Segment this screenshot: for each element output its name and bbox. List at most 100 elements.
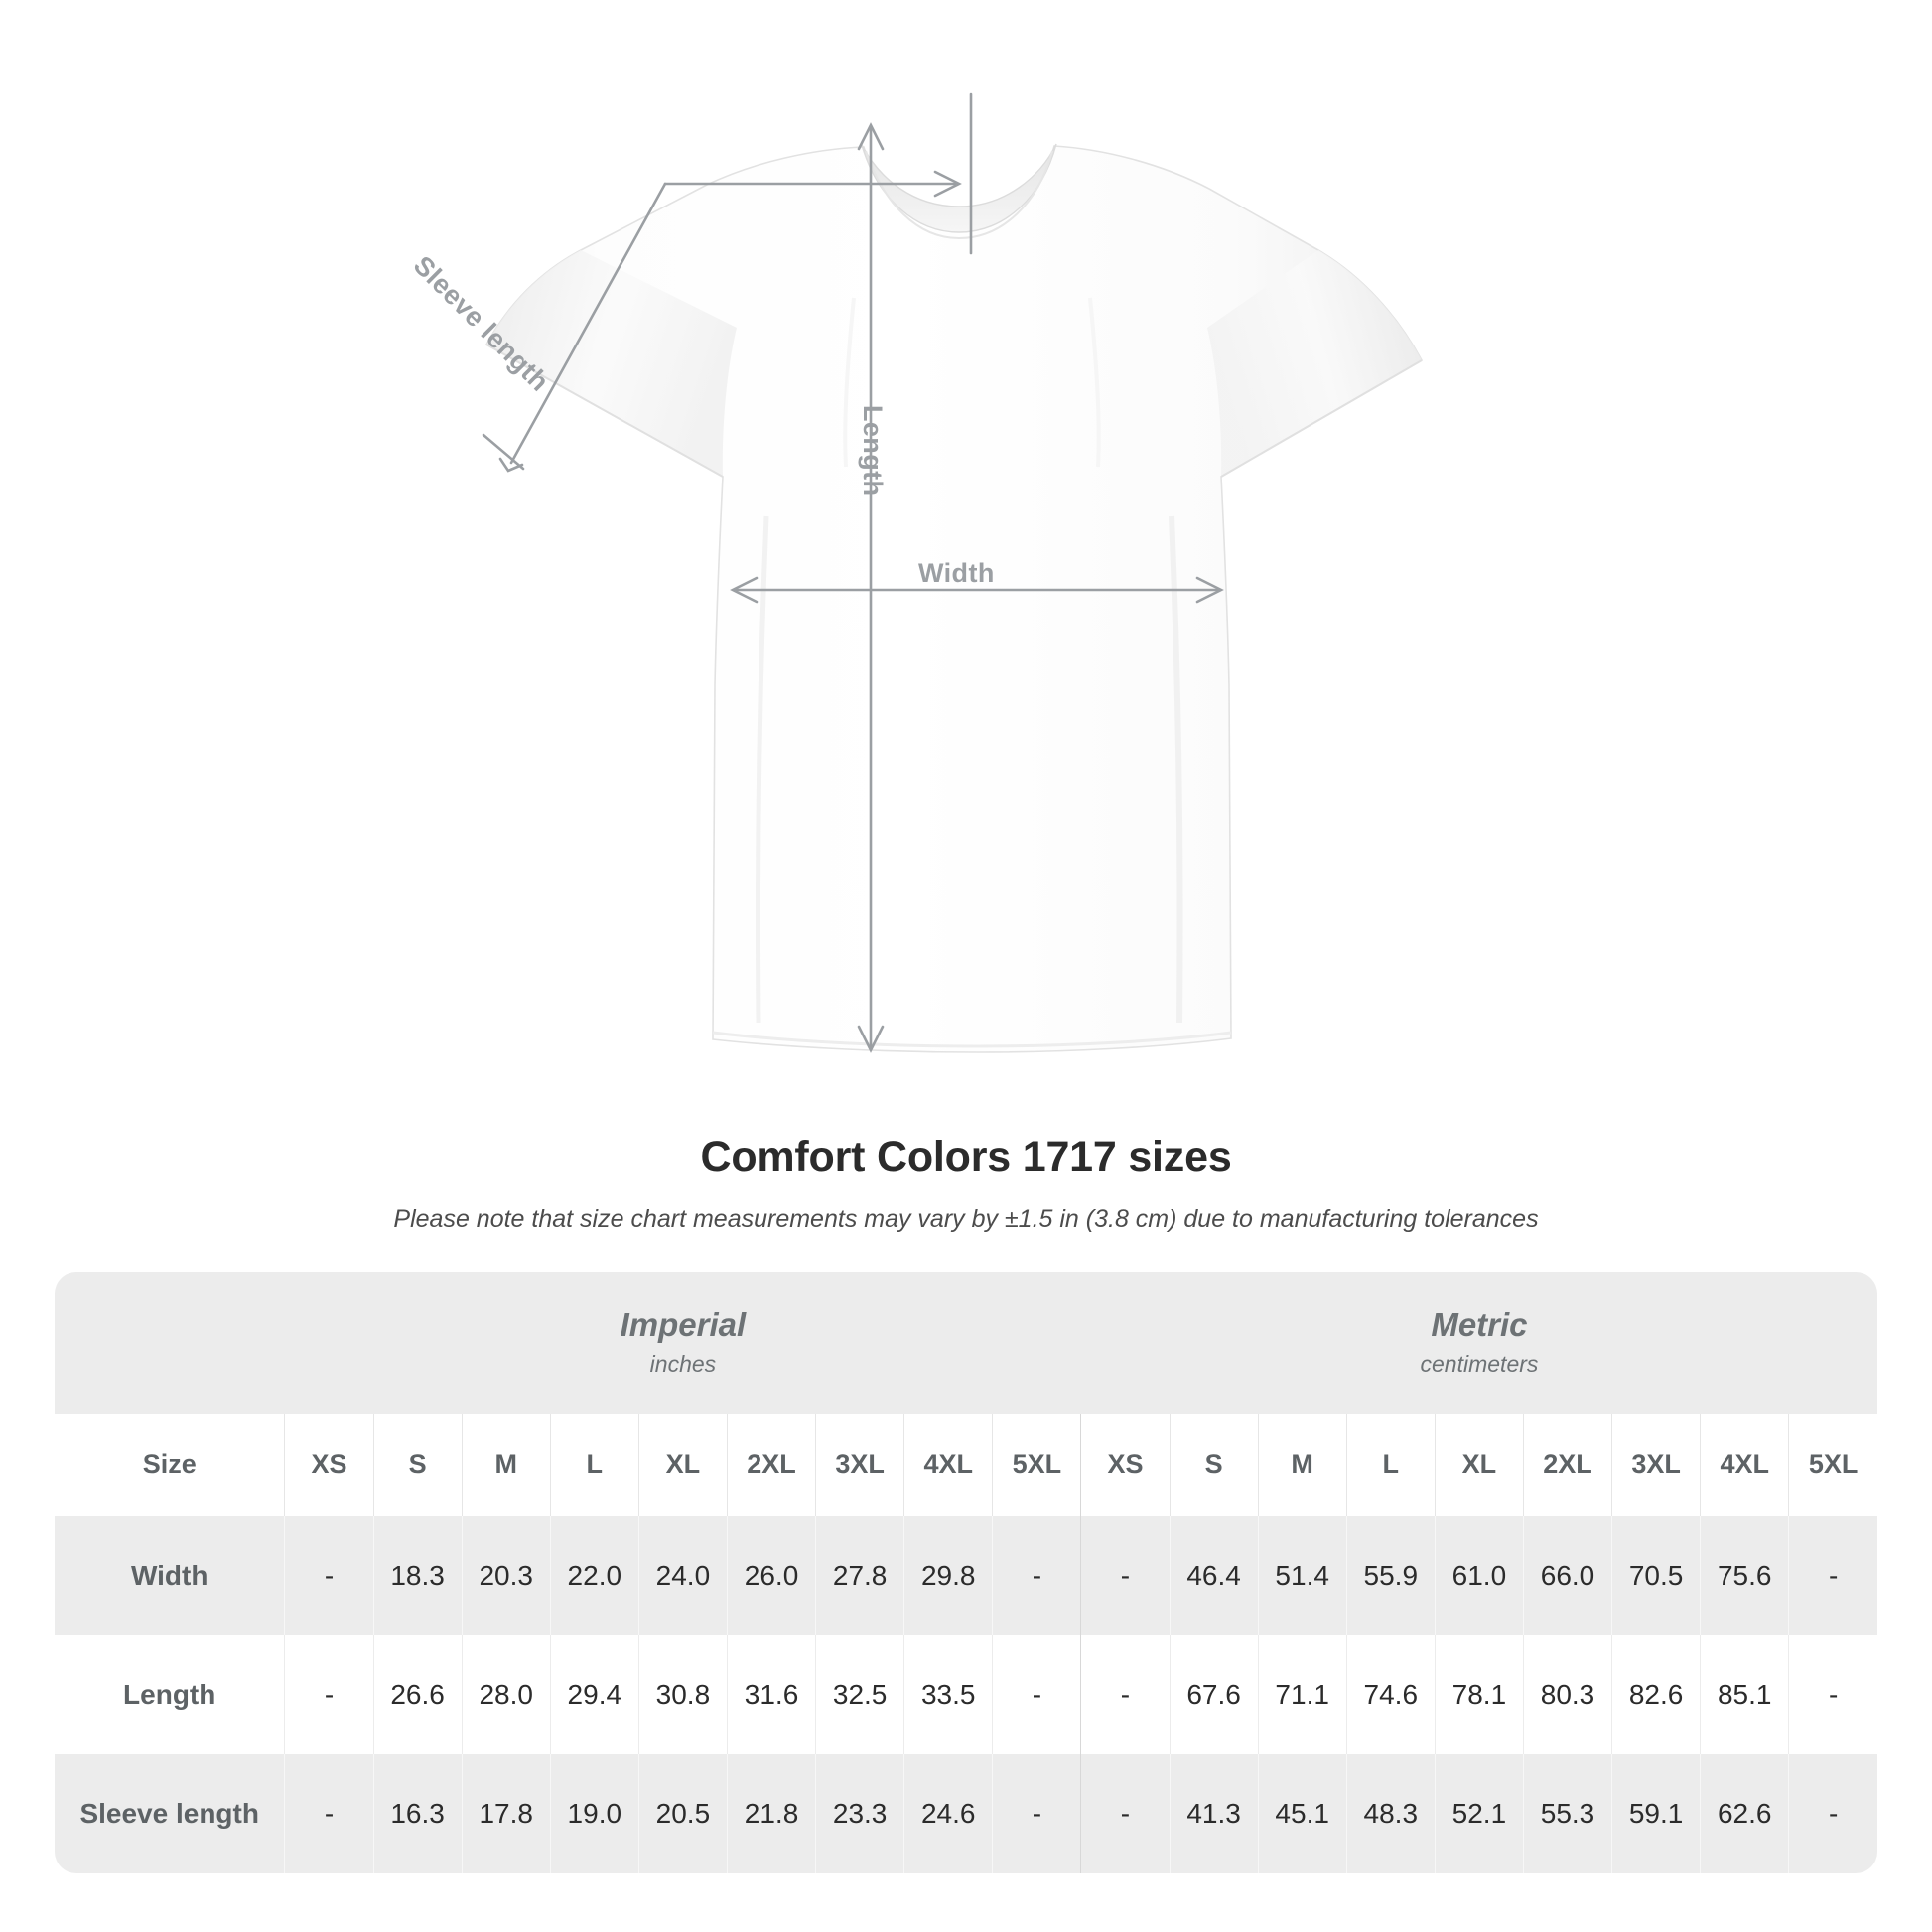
cell-sleeve-metric-2xl: 55.3 (1522, 1754, 1612, 1873)
unit-banner-imperial: Imperial inches (284, 1272, 1081, 1414)
cell-length-metric-5xl: - (1788, 1635, 1877, 1754)
cell-length-imperial-4xl: 33.5 (903, 1635, 993, 1754)
cell-width-imperial-m: 20.3 (461, 1516, 551, 1635)
cell-sleeve-imperial-m: 17.8 (461, 1754, 551, 1873)
cell-sleeve-metric-4xl: 62.6 (1700, 1754, 1789, 1873)
tshirt-diagram: Sleeve length Length Width (408, 92, 1424, 1053)
col-header-metric-m: M (1257, 1414, 1347, 1516)
cell-length-metric-xs: - (1080, 1635, 1171, 1754)
title-block: Comfort Colors 1717 sizes Please note th… (0, 1133, 1932, 1234)
cell-sleeve-metric-5xl: - (1788, 1754, 1877, 1873)
cell-width-imperial-s: 18.3 (372, 1516, 463, 1635)
col-header-imperial-s: S (372, 1414, 463, 1516)
tolerance-note: Please note that size chart measurements… (393, 1205, 1539, 1233)
col-header-metric-xl: XL (1434, 1414, 1524, 1516)
unit-name-imperial: Imperial (620, 1306, 747, 1343)
cell-width-metric-s: 46.4 (1169, 1516, 1259, 1635)
cell-width-imperial-2xl: 26.0 (726, 1516, 816, 1635)
size-header-row: Size XS S M L XL 2XL 3XL 4XL 5XL XS S M … (55, 1414, 1877, 1516)
cell-width-imperial-xs: - (284, 1516, 374, 1635)
row-header-length: Length (55, 1635, 285, 1754)
col-header-imperial-l: L (549, 1414, 639, 1516)
col-header-imperial-5xl: 5XL (992, 1414, 1081, 1516)
tshirt-illustration (482, 92, 1424, 1053)
cell-width-imperial-4xl: 29.8 (903, 1516, 993, 1635)
cell-length-imperial-xl: 30.8 (637, 1635, 728, 1754)
cell-length-imperial-xs: - (284, 1635, 374, 1754)
cell-width-metric-4xl: 75.6 (1700, 1516, 1789, 1635)
cell-length-imperial-s: 26.6 (372, 1635, 463, 1754)
cell-sleeve-imperial-3xl: 23.3 (815, 1754, 904, 1873)
col-header-imperial-xs: XS (284, 1414, 374, 1516)
cell-length-imperial-5xl: - (992, 1635, 1081, 1754)
col-header-metric-4xl: 4XL (1700, 1414, 1789, 1516)
cell-width-imperial-xl: 24.0 (637, 1516, 728, 1635)
cell-width-imperial-3xl: 27.8 (815, 1516, 904, 1635)
cell-length-imperial-3xl: 32.5 (815, 1635, 904, 1754)
cell-length-metric-xl: 78.1 (1434, 1635, 1524, 1754)
cell-sleeve-imperial-xl: 20.5 (637, 1754, 728, 1873)
measurement-lines (482, 92, 1224, 1053)
cell-width-metric-2xl: 66.0 (1522, 1516, 1612, 1635)
cell-width-metric-xs: - (1080, 1516, 1171, 1635)
width-label: Width (918, 558, 995, 588)
garment-shape (484, 143, 1424, 1053)
cell-length-imperial-2xl: 31.6 (726, 1635, 816, 1754)
cell-length-metric-l: 74.6 (1345, 1635, 1436, 1754)
unit-sub-imperial: inches (649, 1351, 717, 1378)
cell-sleeve-imperial-4xl: 24.6 (903, 1754, 993, 1873)
cell-width-metric-l: 55.9 (1345, 1516, 1436, 1635)
cell-width-metric-5xl: - (1788, 1516, 1877, 1635)
cell-sleeve-imperial-l: 19.0 (549, 1754, 639, 1873)
unit-banner-metric: Metric centimeters (1080, 1272, 1877, 1414)
col-header-metric-l: L (1345, 1414, 1436, 1516)
cell-sleeve-metric-m: 45.1 (1257, 1754, 1347, 1873)
cell-width-imperial-5xl: - (992, 1516, 1081, 1635)
col-header-imperial-3xl: 3XL (815, 1414, 904, 1516)
col-header-imperial-xl: XL (637, 1414, 728, 1516)
col-header-metric-xs: XS (1080, 1414, 1171, 1516)
col-header-imperial-m: M (461, 1414, 551, 1516)
cell-length-metric-2xl: 80.3 (1522, 1635, 1612, 1754)
cell-sleeve-metric-l: 48.3 (1345, 1754, 1436, 1873)
unit-sub-metric: centimeters (1420, 1351, 1539, 1378)
cell-width-metric-xl: 61.0 (1434, 1516, 1524, 1635)
cell-sleeve-imperial-2xl: 21.8 (726, 1754, 816, 1873)
col-header-metric-s: S (1169, 1414, 1259, 1516)
col-header-metric-2xl: 2XL (1522, 1414, 1612, 1516)
row-header-width: Width (55, 1516, 285, 1635)
page-title: Comfort Colors 1717 sizes (700, 1133, 1232, 1180)
col-header-imperial-2xl: 2XL (726, 1414, 816, 1516)
cell-sleeve-imperial-s: 16.3 (372, 1754, 463, 1873)
cell-sleeve-imperial-xs: - (284, 1754, 374, 1873)
size-corner-label: Size (55, 1414, 285, 1516)
cell-width-imperial-l: 22.0 (549, 1516, 639, 1635)
unit-banner-row: Imperial inches Metric centimeters (55, 1272, 1877, 1414)
length-label: Length (858, 405, 888, 497)
cell-length-metric-m: 71.1 (1257, 1635, 1347, 1754)
row-header-sleeve-length: Sleeve length (55, 1754, 285, 1873)
cell-width-metric-m: 51.4 (1257, 1516, 1347, 1635)
col-header-metric-5xl: 5XL (1788, 1414, 1877, 1516)
cell-width-metric-3xl: 70.5 (1611, 1516, 1701, 1635)
table-row: Sleeve length - 16.3 17.8 19.0 20.5 21.8… (55, 1754, 1877, 1873)
width-dimension (730, 576, 1224, 604)
cell-length-metric-3xl: 82.6 (1611, 1635, 1701, 1754)
cell-length-imperial-l: 29.4 (549, 1635, 639, 1754)
length-dimension (857, 122, 885, 1053)
unit-name-metric: Metric (1431, 1306, 1528, 1343)
unit-banner-spacer (55, 1272, 285, 1414)
cell-sleeve-metric-xs: - (1080, 1754, 1171, 1873)
sleeve-length-dimension (482, 92, 973, 473)
cell-length-imperial-m: 28.0 (461, 1635, 551, 1754)
cell-sleeve-imperial-5xl: - (992, 1754, 1081, 1873)
size-table-wrapper: Imperial inches Metric centimeters Size … (55, 1272, 1877, 1873)
cell-sleeve-metric-3xl: 59.1 (1611, 1754, 1701, 1873)
table-row: Width - 18.3 20.3 22.0 24.0 26.0 27.8 29… (55, 1516, 1877, 1635)
size-table: Imperial inches Metric centimeters Size … (55, 1272, 1877, 1873)
cell-length-metric-4xl: 85.1 (1700, 1635, 1789, 1754)
col-header-metric-3xl: 3XL (1611, 1414, 1701, 1516)
table-row: Length - 26.6 28.0 29.4 30.8 31.6 32.5 3… (55, 1635, 1877, 1754)
cell-sleeve-metric-s: 41.3 (1169, 1754, 1259, 1873)
